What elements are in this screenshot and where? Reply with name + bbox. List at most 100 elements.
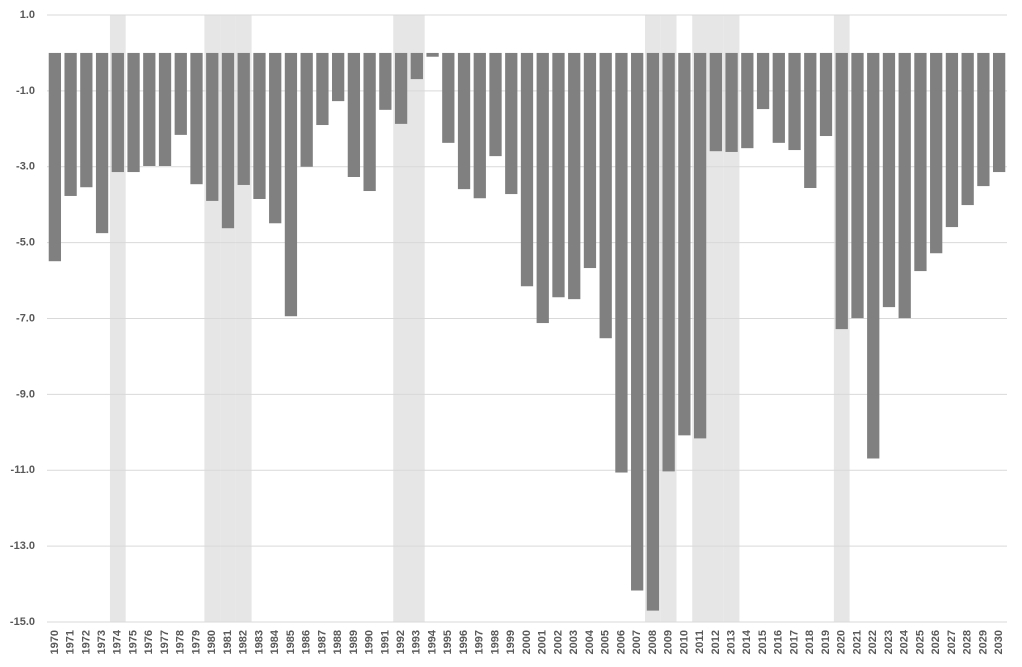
bar: [174, 52, 187, 135]
bar: [961, 52, 974, 206]
x-tick-label: 1993: [411, 630, 423, 654]
y-tick-label: -7.0: [16, 312, 35, 324]
bar: [269, 52, 282, 224]
bar: [520, 52, 534, 287]
bar: [379, 52, 392, 110]
x-tick-label: 1997: [474, 630, 486, 654]
bar: [646, 52, 660, 611]
bar: [709, 52, 722, 152]
x-tick-label: 1995: [442, 630, 454, 654]
bar: [426, 52, 439, 57]
x-tick-label: 2028: [962, 630, 974, 654]
x-tick-label: 1994: [426, 629, 438, 654]
x-tick-label: 1983: [253, 630, 265, 654]
x-tick-label: 1973: [96, 630, 108, 654]
bar: [394, 52, 408, 124]
x-tick-label: 2011: [694, 630, 706, 654]
bar: [253, 52, 266, 199]
x-tick-label: 1975: [127, 630, 139, 654]
x-tick-label: 2001: [537, 630, 549, 654]
bar: [190, 52, 203, 185]
bar: [615, 52, 628, 473]
x-tick-label: 2018: [804, 630, 816, 654]
x-tick-label: 2030: [993, 630, 1005, 654]
x-tick-label: 2014: [741, 629, 753, 654]
bar: [788, 52, 801, 151]
bar: [64, 52, 77, 196]
bar: [992, 52, 1006, 173]
x-tick-label: 1984: [269, 629, 281, 654]
x-tick-label: 1980: [206, 630, 218, 654]
x-tick-label: 2007: [631, 630, 643, 654]
bar: [489, 52, 502, 157]
bar: [237, 52, 250, 185]
bar: [583, 52, 597, 269]
bar: [804, 52, 817, 188]
bar: [977, 52, 990, 187]
bar: [725, 52, 738, 152]
bar: [316, 52, 329, 126]
x-tick-label: 1977: [159, 630, 171, 654]
x-tick-label: 2005: [600, 630, 612, 654]
x-tick-label: 2019: [820, 630, 832, 654]
x-tick-label: 1999: [505, 630, 517, 654]
x-tick-label: 2016: [773, 630, 785, 654]
x-tick-label: 2024: [899, 629, 911, 654]
bar: [552, 52, 565, 298]
x-tick-label: 1971: [65, 630, 77, 654]
bar: [300, 52, 313, 167]
bar: [536, 52, 549, 324]
x-tick-label: 2000: [521, 630, 533, 654]
bar: [48, 52, 62, 262]
bar: [442, 52, 455, 143]
x-tick-label: 2025: [914, 630, 926, 654]
bar: [332, 52, 345, 102]
y-tick-label: 1.0: [20, 9, 35, 21]
y-tick-label: -5.0: [16, 237, 35, 249]
bar: [80, 52, 93, 188]
x-tick-label: 2027: [946, 630, 958, 654]
y-tick-label: -11.0: [11, 464, 35, 476]
bar: [143, 52, 156, 166]
bar: [410, 52, 423, 80]
y-tick-label: -13.0: [10, 540, 35, 552]
bar: [741, 52, 754, 149]
bar: [505, 52, 518, 195]
bar: [631, 52, 644, 591]
x-tick-label: 2022: [867, 630, 879, 654]
x-tick-label: 2023: [883, 630, 895, 654]
bar: [473, 52, 486, 199]
x-tick-label: 1972: [80, 630, 92, 654]
y-tick-label: -1.0: [16, 85, 35, 97]
x-tick-label: 2006: [615, 630, 627, 654]
bar: [284, 52, 298, 317]
y-tick-label: -15.0: [10, 616, 35, 628]
x-tick-label: 1982: [238, 630, 250, 654]
bar: [898, 52, 911, 319]
bar: [206, 52, 219, 201]
bar: [457, 52, 471, 190]
x-tick-label: 2026: [930, 630, 942, 654]
x-tick-label: 2013: [725, 630, 737, 654]
x-tick-label: 1989: [348, 630, 360, 654]
x-tick-label: 1990: [364, 630, 376, 654]
x-tick-label: 2021: [851, 630, 863, 654]
x-tick-label: 1970: [49, 630, 61, 654]
bar: [693, 52, 707, 439]
bar: [158, 52, 172, 166]
bar: [867, 52, 880, 459]
bar: [678, 52, 691, 436]
bar: [914, 52, 927, 272]
x-tick-label: 2008: [647, 630, 659, 654]
bar: [111, 52, 124, 173]
bar: [772, 52, 785, 143]
bar: [347, 52, 361, 177]
bar: [930, 52, 943, 254]
x-tick-label: 1987: [316, 630, 328, 654]
bar: [662, 52, 675, 472]
x-tick-label: 1974: [112, 629, 124, 654]
x-tick-label: 1996: [458, 630, 470, 654]
x-tick-label: 1985: [285, 630, 297, 654]
x-tick-label: 1981: [222, 630, 234, 654]
